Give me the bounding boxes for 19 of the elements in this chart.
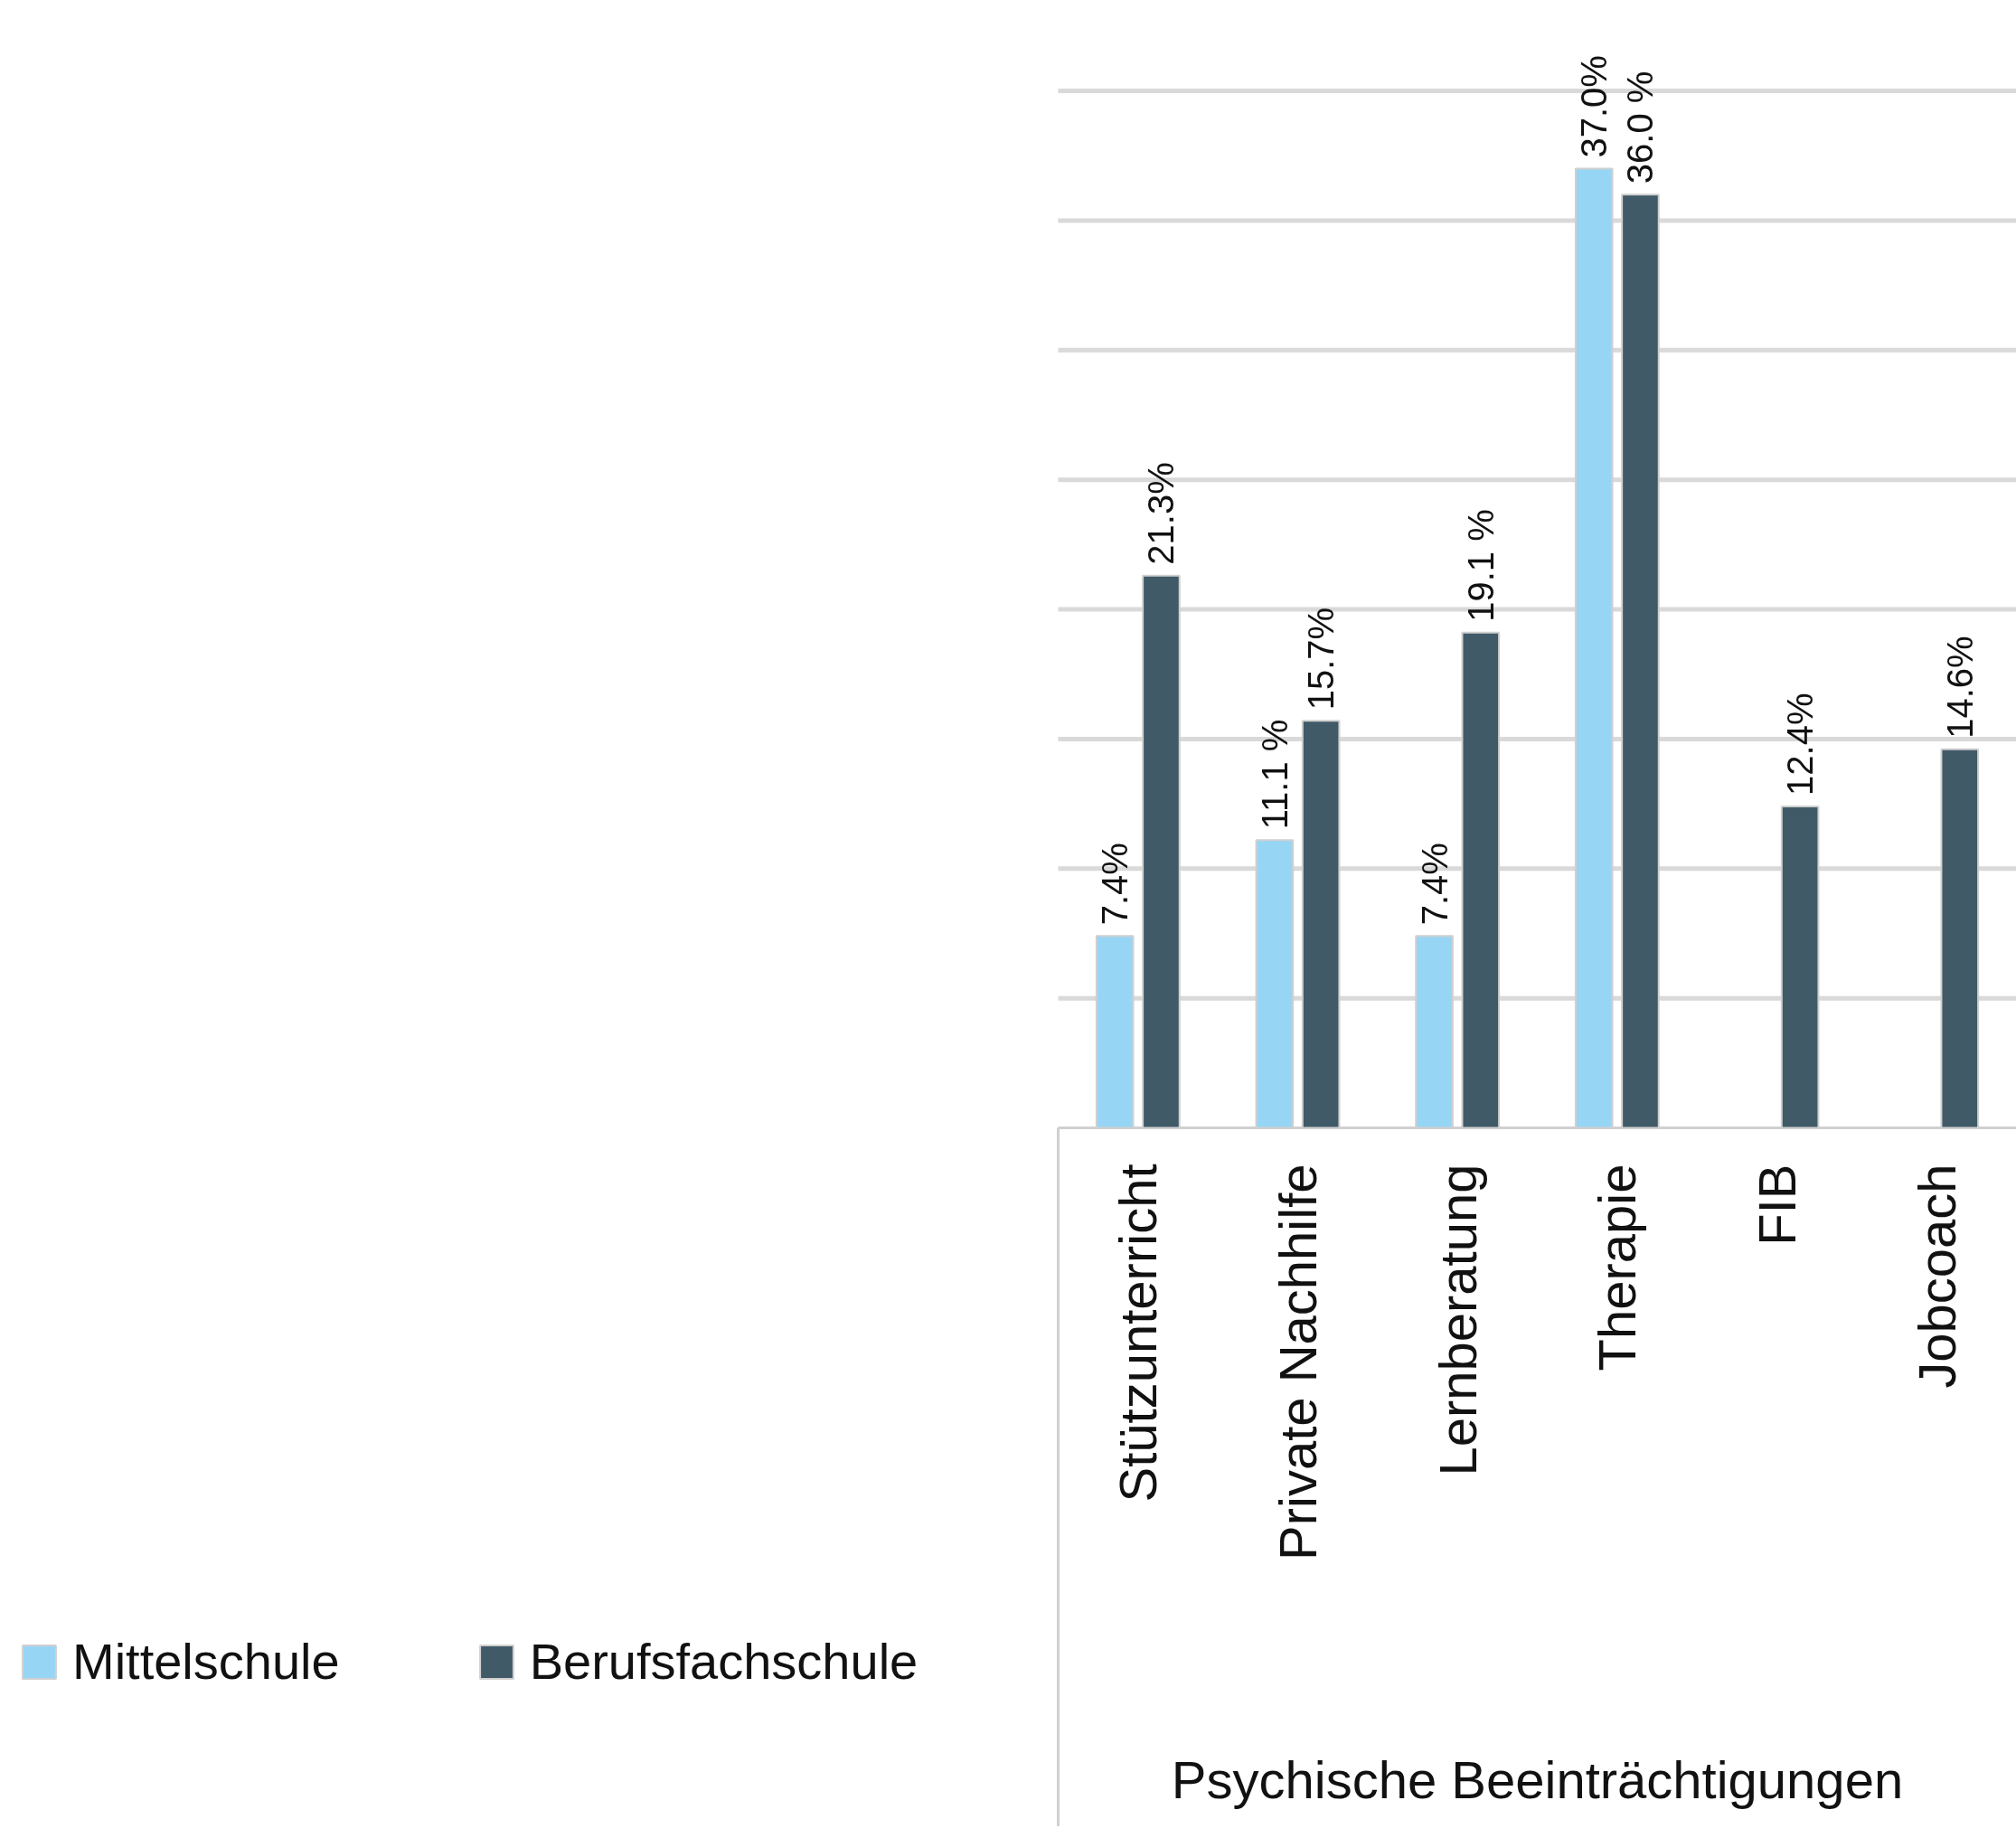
x-tick-label: Private Nachhilfe (1268, 1164, 1327, 1560)
x-tick-label: Stützunterricht (1108, 1164, 1168, 1503)
data-label: 37.0% (1574, 55, 1615, 158)
data-label: 12.4% (1780, 693, 1821, 796)
legend-label: Mittelschule (72, 1632, 340, 1691)
x-tick-label: Jobcoach (1907, 1164, 1966, 1389)
x-axis-title: Psychische Beeinträchtigungen (1171, 1749, 1904, 1809)
x-tick-label: Lernberatung (1427, 1164, 1487, 1476)
data-label: 15.7% (1301, 607, 1342, 711)
data-label: 11.1 % (1254, 719, 1295, 830)
data-label: 21.3% (1141, 462, 1182, 565)
data-label: 14.6% (1939, 636, 1980, 739)
data-label: 7.4% (1095, 843, 1135, 926)
data-label: 36.0 % (1620, 71, 1661, 184)
legend-label: Berufsfachschule (529, 1632, 919, 1691)
x-tick-label: Therapie (1587, 1164, 1647, 1371)
x-tick-label: FIB (1748, 1164, 1806, 1246)
data-label: 19.1 % (1460, 509, 1501, 622)
data-label: 7.4% (1414, 843, 1455, 926)
